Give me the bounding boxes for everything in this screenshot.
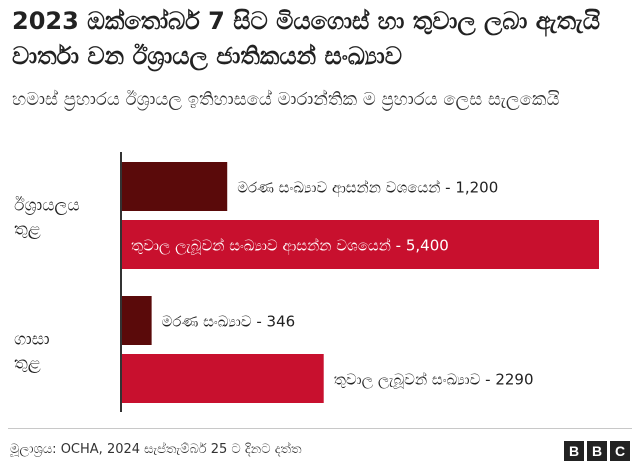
logo-letter: B bbox=[564, 441, 584, 461]
bar-value-label: මරණ සංඛ්‍යාව ආසන්න වශයෙන් - 1,200 bbox=[237, 178, 498, 197]
bar-deaths bbox=[121, 296, 152, 345]
chart-subtitle: හමාස් ප්‍රහාරය ඊශ්‍රායල ඉතිහාසයේ මාරාන්ත… bbox=[12, 89, 560, 110]
bar-chart: ඊශ්‍රායලය තුළ ගාසා තුළ මරණ සංඛ්‍යාව ආසන්න වශ… bbox=[14, 152, 599, 412]
bar-deaths bbox=[121, 162, 228, 211]
logo-letter: B bbox=[587, 441, 607, 461]
bbc-logo: B B C bbox=[564, 441, 630, 461]
bar-value-label: තුවාල ලැබූවන් සංඛ්‍යාව - 2290 bbox=[334, 370, 534, 389]
footer-divider bbox=[8, 428, 632, 429]
bar-injuries bbox=[121, 354, 324, 403]
logo-letter: C bbox=[610, 441, 630, 461]
bar-value-label: තුවාල ලැබූවන් සංඛ්‍යාව ආසන්න වශයෙන් - 5,… bbox=[131, 236, 449, 255]
category-label: ගාසා තුළ bbox=[14, 330, 50, 374]
category-label: ඊශ්‍රායලය තුළ bbox=[14, 196, 80, 240]
bar-value-label: මරණ සංඛ්‍යාව - 346 bbox=[162, 313, 296, 331]
source-note: මූලාශ්‍රය: OCHA, 2024 සැප්තැම්බර් 25 ට ද… bbox=[10, 442, 302, 457]
bar-injuries bbox=[121, 220, 599, 269]
chart-title: 2023 ඔක්තෝබර් 7 සිට මියගොස් හා තුවාල ලබා… bbox=[12, 7, 601, 70]
